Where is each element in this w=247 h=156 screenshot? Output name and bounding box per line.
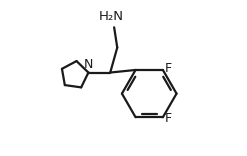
Text: F: F <box>165 112 172 125</box>
Text: N: N <box>84 58 93 71</box>
Text: F: F <box>165 62 172 75</box>
Text: H₂N: H₂N <box>99 10 124 23</box>
